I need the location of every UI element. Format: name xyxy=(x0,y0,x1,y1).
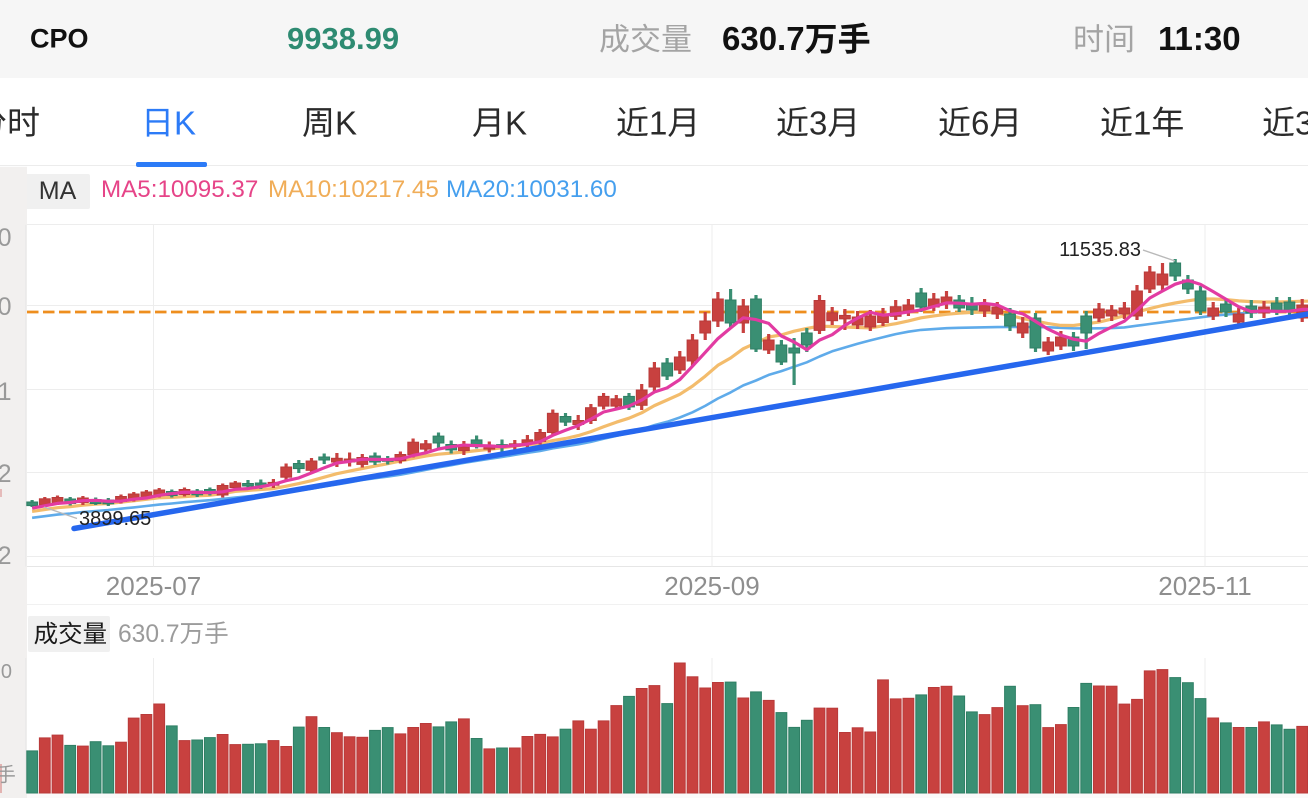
svg-text:0: 0 xyxy=(0,224,12,252)
svg-text:2025-11: 2025-11 xyxy=(1158,571,1252,601)
svg-text:1: 1 xyxy=(1133,104,1151,141)
svg-text:6: 6 xyxy=(971,104,989,141)
svg-text:11535.83: 11535.83 xyxy=(1059,239,1141,261)
svg-text:1: 1 xyxy=(0,378,12,406)
svg-text:3: 3 xyxy=(809,104,827,141)
svg-text:2: 2 xyxy=(0,460,12,488)
svg-text:K: K xyxy=(174,104,196,141)
svg-text:K: K xyxy=(335,104,357,141)
svg-text:0: 0 xyxy=(1,661,12,683)
svg-text:3899.65: 3899.65 xyxy=(79,508,151,530)
svg-text:1: 1 xyxy=(649,104,667,141)
svg-text:2: 2 xyxy=(0,542,12,570)
svg-text:0: 0 xyxy=(0,293,12,321)
svg-text:3: 3 xyxy=(1295,104,1308,141)
svg-text:2025-07: 2025-07 xyxy=(106,571,201,601)
svg-text:630.7: 630.7 xyxy=(118,621,180,648)
svg-text:2025-09: 2025-09 xyxy=(664,571,759,601)
svg-text:K: K xyxy=(505,104,527,141)
